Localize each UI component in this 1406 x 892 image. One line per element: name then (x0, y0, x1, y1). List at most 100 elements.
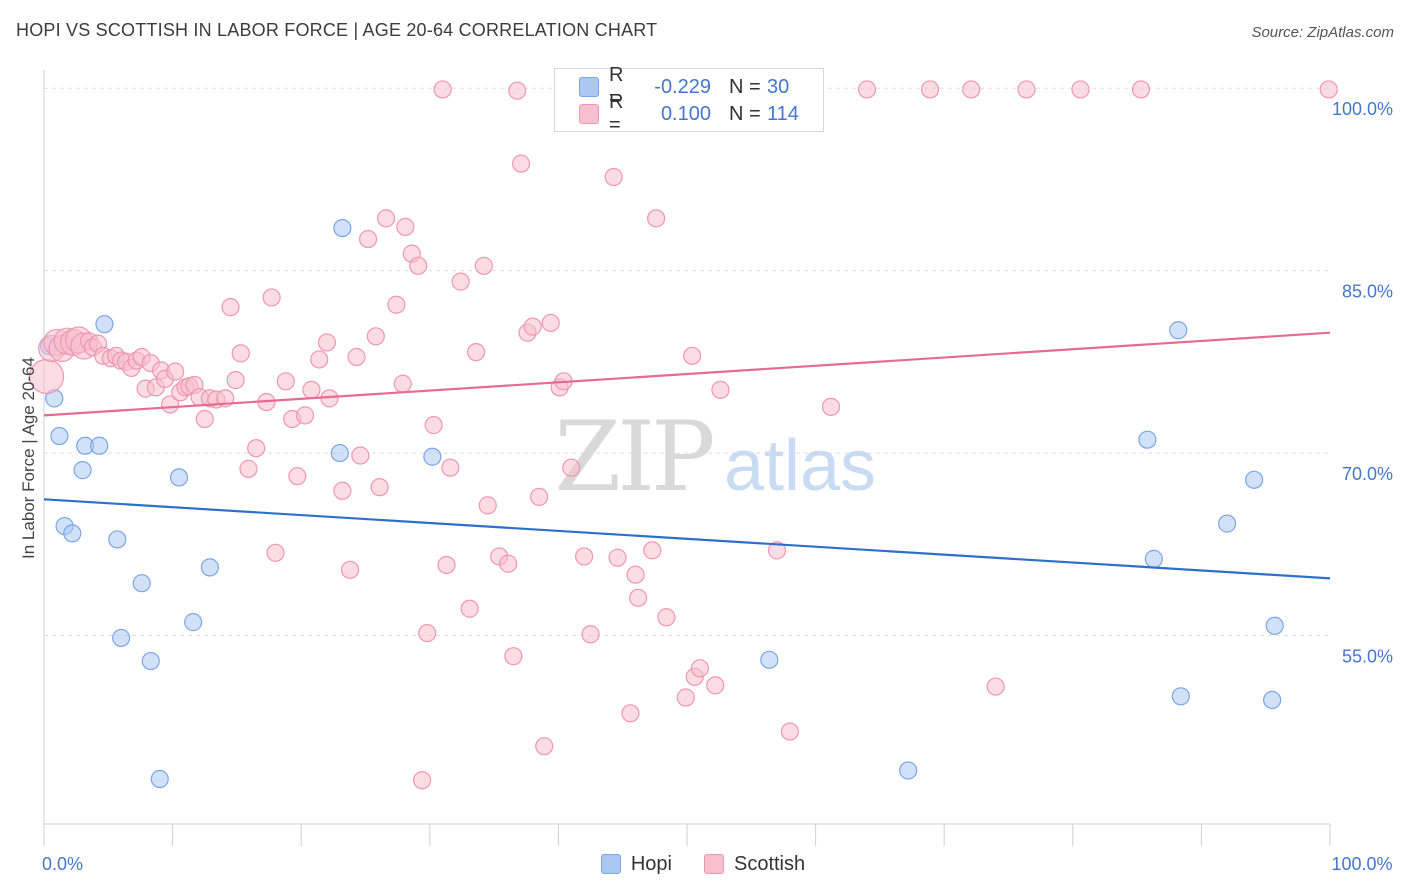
scottish-point (433, 80, 452, 99)
hopi-point (132, 574, 151, 593)
scottish-point (166, 362, 185, 381)
scottish-point (266, 543, 285, 562)
scottish-point (857, 80, 877, 99)
legend-scottish-label: Scottish (733, 852, 806, 875)
scottish-point (626, 565, 645, 584)
hopi-point (108, 530, 127, 549)
tick-labels: 100.0% 85.0% 70.0% 55.0% 0.0% 100.0% (42, 99, 1393, 874)
scottish-point (317, 333, 337, 352)
scottish-n-label: N = (729, 102, 761, 125)
scottish-point (920, 80, 940, 99)
scottish-point (310, 350, 329, 369)
hopi-point (423, 447, 442, 466)
hopi-point (1218, 514, 1237, 533)
scottish-point (295, 406, 315, 425)
legend-row-hopi: R = -0.229 N = 30 (555, 64, 789, 109)
hopi-point (150, 769, 169, 789)
y-tick-label: 70.0% (1342, 464, 1393, 484)
scottish-n-value: 114 (767, 102, 799, 125)
scottish-point (706, 676, 725, 695)
scottish-point (683, 346, 702, 365)
series-legend: Hopi Scottish (0, 850, 1406, 878)
scottish-point (393, 374, 412, 393)
hopi-r-label: R = (609, 64, 624, 109)
scottish-point (370, 478, 389, 497)
scottish-point (160, 395, 180, 414)
hopi-point (333, 218, 352, 238)
legend-item-hopi[interactable]: Hopi (600, 852, 672, 876)
scottish-point (376, 209, 396, 228)
scottish-point (302, 380, 321, 399)
scottish-point (647, 209, 666, 228)
scottish-point (581, 625, 600, 644)
scottish-point (711, 380, 730, 399)
scottish-point (821, 397, 841, 416)
scottish-point (1071, 80, 1090, 99)
scottish-point (575, 547, 594, 566)
scottish-point (1131, 80, 1151, 99)
scottish-point (409, 256, 428, 275)
scottish-point (629, 588, 648, 607)
scottish-point (535, 737, 554, 756)
scottish-point (657, 608, 676, 627)
legend-hopi-label: Hopi (630, 852, 672, 875)
x-tick-label: 0.0% (42, 854, 83, 874)
legend-row-scottish: R = 0.100 N = 114 (555, 91, 799, 136)
scottish-point (466, 343, 486, 362)
scottish-point (239, 459, 258, 478)
hopi-points (40, 218, 1284, 789)
legend-scottish-swatch (703, 854, 724, 874)
scottish-point (226, 371, 245, 390)
hopi-point (169, 468, 189, 487)
scottish-point (962, 80, 981, 99)
scottish-point (387, 295, 406, 314)
scottish-point (347, 347, 366, 367)
scottish-point (340, 560, 360, 579)
hopi-r-value: -0.229 (654, 75, 711, 98)
scottish-point (523, 317, 542, 336)
y-tick-label: 55.0% (1342, 647, 1393, 667)
hopi-point (200, 558, 219, 577)
hopi-point (1265, 616, 1284, 635)
scottish-point (621, 704, 640, 723)
scottish-point (358, 229, 378, 249)
scottish-point (195, 409, 214, 429)
scottish-point (396, 217, 415, 236)
hopi-point (1138, 430, 1157, 449)
hopi-point (760, 650, 779, 669)
axis-layer (43, 70, 1331, 846)
chart-title: HOPI VS SCOTTISH IN LABOR FORCE | AGE 20… (16, 20, 658, 40)
x-tick-label: 100.0% (1331, 854, 1392, 874)
scottish-point (530, 487, 549, 506)
hopi-point (1245, 470, 1264, 489)
hopi-point (1144, 549, 1163, 568)
scottish-point (247, 439, 266, 458)
scottish-point (499, 554, 518, 573)
scottish-point (608, 548, 627, 567)
scottish-point (512, 154, 531, 173)
scottish-point (412, 771, 432, 790)
scottish-point (780, 722, 799, 741)
hopi-point (184, 613, 203, 632)
scottish-point (418, 623, 437, 643)
watermark-atlas: atlas (724, 426, 876, 506)
scottish-point (541, 313, 560, 333)
scottish-point (676, 688, 695, 707)
correlation-legend: R = -0.229 N = 30 R = 0.100 N = 114 (554, 64, 824, 136)
legend-hopi-swatch (600, 854, 621, 874)
hopi-point (95, 315, 114, 334)
scottish-point (508, 81, 527, 100)
trend-layer (43, 331, 1331, 580)
legend-item-scottish[interactable]: Scottish (703, 852, 806, 876)
hopi-point (1171, 687, 1190, 706)
scottish-point (262, 288, 281, 307)
scottish-r-label: R = (609, 91, 624, 136)
scottish-point (986, 677, 1005, 696)
scottish-point (474, 256, 493, 275)
watermark: ZIP atlas (554, 401, 876, 513)
scottish-point (478, 496, 497, 515)
scottish-point (562, 458, 581, 477)
hopi-point (90, 436, 109, 455)
hopi-point (73, 461, 92, 480)
scottish-trend-line (43, 331, 1331, 417)
